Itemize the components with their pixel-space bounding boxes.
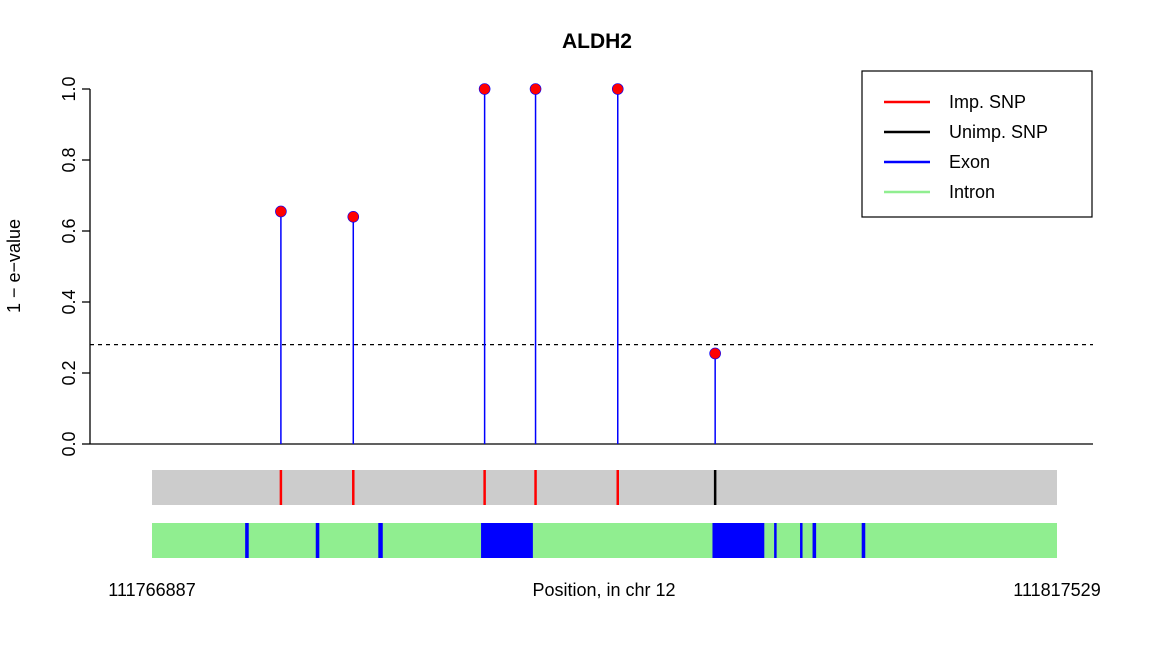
x-end-label: 111817529 bbox=[1013, 580, 1100, 600]
gene-track-introns bbox=[152, 523, 1057, 558]
legend-label: Imp. SNP bbox=[949, 92, 1026, 112]
data-point bbox=[529, 83, 542, 95]
y-tick-label: 0.4 bbox=[59, 289, 79, 314]
chart-title: ALDH2 bbox=[562, 30, 632, 53]
x-start-label: 111766887 bbox=[108, 580, 195, 600]
exon-block bbox=[800, 523, 803, 558]
gene-track-exons bbox=[245, 523, 866, 558]
y-axis-label: 1 − e−value bbox=[4, 219, 24, 313]
y-tick-label: 0.6 bbox=[59, 218, 79, 243]
y-tick-label: 1.0 bbox=[59, 76, 79, 101]
exon-block bbox=[861, 523, 866, 558]
legend-label: Intron bbox=[949, 182, 995, 202]
data-point bbox=[347, 211, 360, 223]
y-tick-label: 0.2 bbox=[59, 360, 79, 385]
legend: Imp. SNP Unimp. SNP Exon Intron bbox=[861, 70, 1093, 218]
exon-block bbox=[315, 523, 320, 558]
data-points bbox=[275, 83, 721, 360]
exon-block bbox=[774, 523, 777, 558]
y-axis: 0.0 0.2 0.4 0.6 0.8 1.0 bbox=[59, 76, 91, 457]
exon-block bbox=[245, 523, 249, 558]
data-point bbox=[611, 83, 624, 95]
exon-block bbox=[481, 523, 533, 558]
y-tick-label: 0.0 bbox=[59, 431, 79, 456]
y-tick-label: 0.8 bbox=[59, 147, 79, 172]
exon-block bbox=[712, 523, 765, 558]
exon-block bbox=[378, 523, 383, 558]
stem-lines bbox=[280, 89, 716, 444]
exon-block bbox=[812, 523, 817, 558]
legend-label: Exon bbox=[949, 152, 990, 172]
x-axis-label: Position, in chr 12 bbox=[532, 580, 675, 600]
snp-track bbox=[152, 470, 1057, 505]
data-point bbox=[478, 83, 491, 95]
data-point bbox=[709, 347, 721, 360]
legend-label: Unimp. SNP bbox=[949, 122, 1048, 142]
snp-track-marks bbox=[279, 470, 717, 505]
data-point bbox=[275, 205, 287, 218]
